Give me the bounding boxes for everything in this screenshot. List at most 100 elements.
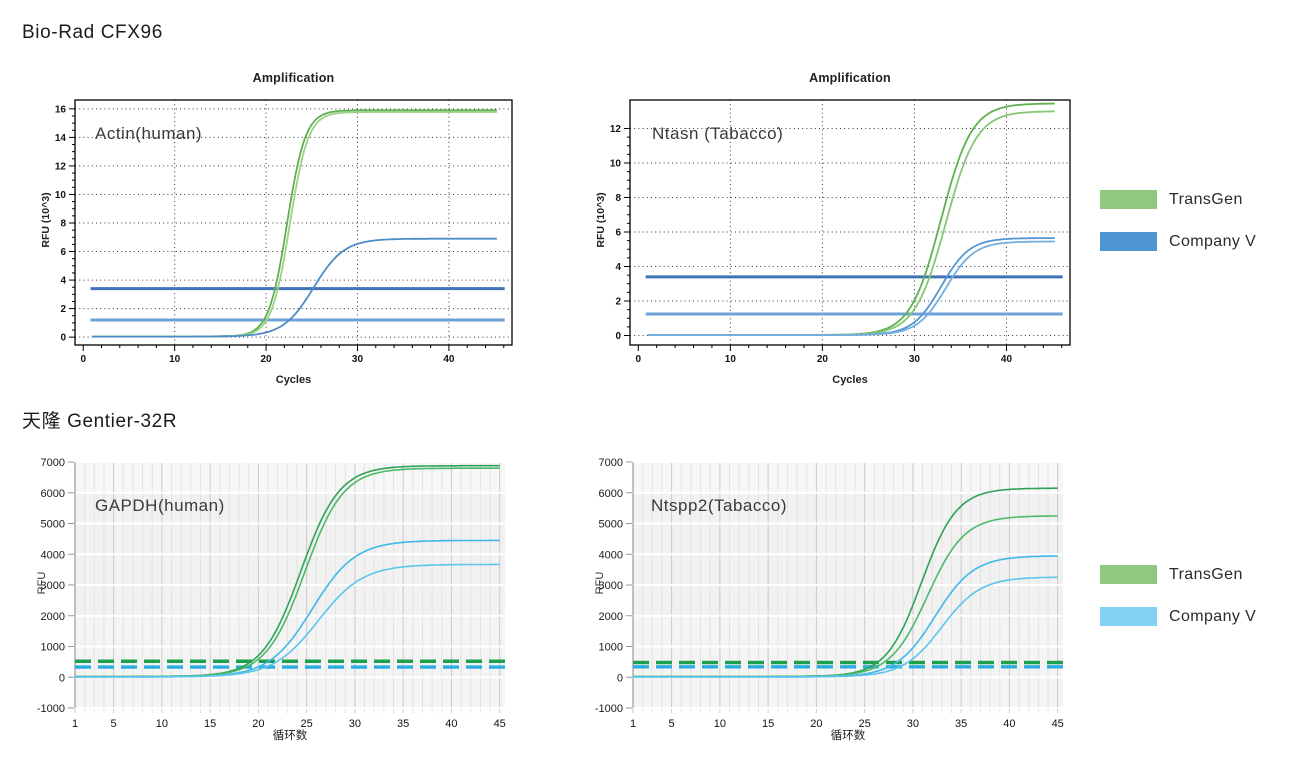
- svg-text:40: 40: [1003, 718, 1015, 730]
- target-label-gapdh: GAPDH(human): [95, 496, 225, 515]
- svg-text:0: 0: [59, 672, 65, 684]
- svg-text:6: 6: [60, 247, 66, 258]
- svg-text:45: 45: [1052, 718, 1064, 730]
- curve-company-v-rep1: [92, 237, 497, 338]
- svg-text:6000: 6000: [41, 488, 65, 500]
- svg-text:4000: 4000: [41, 549, 65, 561]
- y-axis-label-rfu: RFU (10^3): [595, 192, 607, 248]
- plot-actin-human: 0 2 4 6 8 10 12 14 16 0 10 20 30 40: [55, 99, 513, 365]
- section-title-biorad: Bio-Rad CFX96: [22, 22, 163, 43]
- y-axis-label-rfu: RFU: [594, 571, 606, 595]
- svg-text:10: 10: [156, 718, 168, 730]
- svg-text:1000: 1000: [41, 642, 65, 654]
- svg-text:4: 4: [60, 276, 66, 287]
- target-label-ntasn: Ntasn (Tabacco): [652, 124, 784, 143]
- svg-text:0: 0: [615, 331, 621, 342]
- target-label-ntspp2: Ntspp2(Tabacco): [651, 496, 788, 515]
- svg-text:15: 15: [762, 718, 774, 730]
- svg-text:40: 40: [1001, 354, 1013, 365]
- legend-gentier: TransGen Company V: [1100, 565, 1307, 649]
- svg-text:12: 12: [610, 124, 622, 135]
- svg-text:40: 40: [445, 718, 457, 730]
- curve-company-v-rep2: [647, 240, 1055, 336]
- svg-text:0: 0: [636, 354, 642, 365]
- legend-swatch-company-v: [1100, 232, 1157, 251]
- svg-text:5: 5: [111, 718, 117, 730]
- svg-text:20: 20: [252, 718, 264, 730]
- svg-text:15: 15: [204, 718, 216, 730]
- svg-text:5000: 5000: [41, 519, 65, 531]
- svg-text:20: 20: [810, 718, 822, 730]
- svg-text:10: 10: [55, 190, 67, 201]
- x-axis-label-cycle-number: 循环数: [830, 730, 866, 742]
- svg-text:10: 10: [169, 354, 181, 365]
- legend-item-company-v: Company V: [1100, 232, 1307, 251]
- svg-text:30: 30: [907, 718, 919, 730]
- svg-text:35: 35: [955, 718, 967, 730]
- svg-text:0: 0: [617, 672, 623, 684]
- legend-swatch-transgen: [1100, 190, 1157, 209]
- svg-text:6000: 6000: [599, 488, 623, 500]
- chart-title-actin: Amplification: [252, 71, 335, 85]
- svg-text:2: 2: [615, 297, 621, 308]
- plot-ntasn-tabacco: 0 2 4 6 8 10 12 0 10 20 30 40: [610, 99, 1071, 365]
- svg-text:35: 35: [397, 718, 409, 730]
- curve-company-v-rep2: [75, 563, 500, 678]
- svg-text:10: 10: [714, 718, 726, 730]
- y-axis-label-rfu: RFU (10^3): [40, 192, 52, 248]
- legend-swatch-company-v: [1100, 607, 1157, 626]
- legend-label-company-v: Company V: [1169, 607, 1257, 625]
- svg-text:8: 8: [615, 193, 621, 204]
- legend-item-transgen: TransGen: [1100, 190, 1307, 209]
- target-label-actin: Actin(human): [95, 124, 203, 143]
- svg-text:3000: 3000: [41, 580, 65, 592]
- svg-text:8: 8: [60, 218, 66, 229]
- svg-text:6: 6: [615, 227, 621, 238]
- x-axis-label-cycle-number: 循环数: [272, 730, 308, 742]
- svg-text:5000: 5000: [599, 519, 623, 531]
- svg-text:2000: 2000: [599, 611, 623, 623]
- legend-label-company-v: Company V: [1169, 232, 1257, 250]
- legend-item-company-v: Company V: [1100, 607, 1307, 626]
- svg-text:30: 30: [349, 718, 361, 730]
- svg-text:7000: 7000: [41, 457, 65, 469]
- svg-text:12: 12: [55, 161, 67, 172]
- x-axis-label-cycles: Cycles: [832, 374, 868, 386]
- svg-text:40: 40: [443, 354, 455, 365]
- svg-text:3000: 3000: [599, 580, 623, 592]
- svg-text:4000: 4000: [599, 549, 623, 561]
- svg-text:10: 10: [610, 158, 622, 169]
- svg-text:30: 30: [352, 354, 364, 365]
- svg-text:-1000: -1000: [595, 703, 623, 715]
- svg-text:10: 10: [725, 354, 737, 365]
- svg-text:5: 5: [669, 718, 675, 730]
- legend-swatch-transgen: [1100, 565, 1157, 584]
- svg-text:30: 30: [909, 354, 921, 365]
- svg-text:20: 20: [817, 354, 829, 365]
- svg-text:20: 20: [261, 354, 273, 365]
- svg-text:1: 1: [72, 718, 78, 730]
- svg-text:25: 25: [859, 718, 871, 730]
- legend-label-transgen: TransGen: [1169, 190, 1243, 208]
- svg-text:0: 0: [80, 354, 86, 365]
- svg-text:1: 1: [630, 718, 636, 730]
- x-axis-label-cycles: Cycles: [275, 374, 312, 386]
- svg-text:4: 4: [615, 262, 621, 273]
- chart-title-ntasn: Amplification: [809, 71, 891, 85]
- svg-text:-1000: -1000: [37, 703, 65, 715]
- svg-text:25: 25: [301, 718, 313, 730]
- y-axis-label-rfu: RFU: [36, 571, 48, 595]
- legend-label-transgen: TransGen: [1169, 565, 1243, 583]
- svg-text:2000: 2000: [41, 611, 65, 623]
- section-title-gentier: 天隆 Gentier-32R: [22, 411, 178, 432]
- svg-text:45: 45: [494, 718, 506, 730]
- svg-text:2: 2: [60, 304, 66, 315]
- svg-text:1000: 1000: [599, 642, 623, 654]
- curve-company-v-rep2: [633, 576, 1058, 678]
- legend-item-transgen: TransGen: [1100, 565, 1307, 584]
- svg-text:7000: 7000: [599, 457, 623, 469]
- svg-text:16: 16: [55, 104, 67, 115]
